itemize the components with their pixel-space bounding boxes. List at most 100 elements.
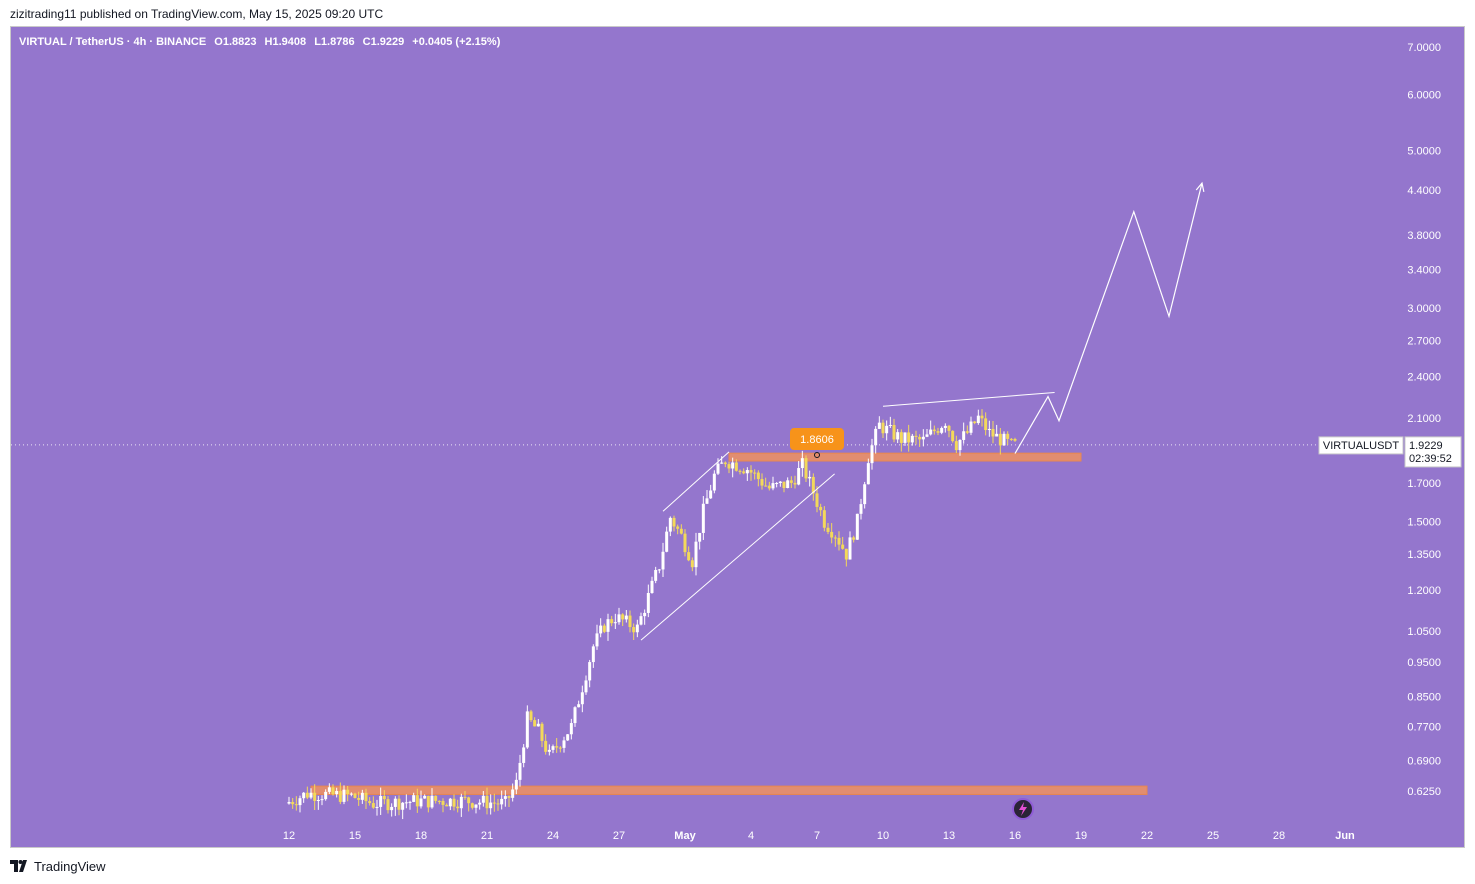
candle-body: [731, 462, 735, 469]
candle-body: [478, 802, 482, 805]
candle-body: [951, 430, 955, 442]
candle-body: [811, 476, 815, 494]
candle-body: [448, 798, 452, 807]
candle-body: [672, 517, 676, 527]
x-tick-label: 18: [415, 830, 427, 842]
support-zone[interactable]: [728, 452, 1082, 462]
candle-body: [676, 526, 680, 529]
candle-body: [995, 433, 999, 437]
candle-body: [522, 747, 526, 763]
candle-body: [885, 425, 889, 434]
candle-body: [467, 797, 471, 804]
candle-body: [874, 428, 878, 446]
footer-brand[interactable]: TradingView: [10, 857, 106, 875]
trend-line[interactable]: [662, 451, 730, 512]
candle-body: [577, 704, 581, 708]
candle-body: [412, 795, 416, 802]
candle-body: [379, 796, 383, 807]
candle-body: [327, 787, 331, 792]
support-zone[interactable]: [310, 785, 1148, 795]
candle-body: [698, 532, 702, 542]
candle-body: [932, 429, 936, 432]
candle-body: [357, 797, 361, 800]
candle-body: [668, 517, 672, 532]
candle-body: [958, 439, 962, 451]
candle-body: [309, 792, 313, 798]
candle-body: [848, 537, 852, 560]
price-marker-badge[interactable]: [790, 428, 844, 451]
candle-body: [742, 471, 746, 474]
y-tick-label: 2.7000: [1407, 335, 1441, 347]
candle-body: [452, 798, 456, 807]
candle-body: [778, 481, 782, 484]
candle-body: [401, 802, 405, 810]
x-tick-label: 25: [1207, 830, 1219, 842]
candle-body: [489, 802, 493, 809]
candle-body: [331, 787, 335, 795]
candle-body: [841, 544, 845, 549]
candle-body: [863, 484, 867, 505]
candle-body: [540, 723, 544, 741]
candle-body: [712, 473, 716, 491]
candle-body: [657, 569, 661, 571]
candle-body: [441, 800, 445, 805]
published-info: zizitrading11 published on TradingView.c…: [10, 7, 384, 21]
candle-body: [925, 434, 929, 437]
candle-body: [580, 692, 584, 705]
candle-body: [745, 470, 749, 474]
x-tick-label: 4: [748, 830, 754, 842]
candle-body: [984, 418, 988, 431]
candle-body: [1002, 433, 1006, 446]
candle-body: [643, 612, 647, 617]
candle-body: [789, 480, 793, 483]
symbol-name[interactable]: VIRTUAL / TetherUS · 4h · BINANCE: [19, 36, 207, 48]
candle-body: [419, 798, 423, 807]
projection-path[interactable]: [1014, 182, 1203, 454]
candle-body: [815, 493, 819, 507]
x-tick-label: 27: [613, 830, 625, 842]
x-tick-label: 22: [1141, 830, 1153, 842]
candle-body: [738, 470, 742, 472]
candle-body: [551, 746, 555, 750]
candle-body: [650, 580, 654, 594]
y-tick-label: 7.0000: [1407, 42, 1441, 54]
candle-body: [298, 798, 302, 806]
candle-body: [826, 527, 830, 532]
chart-pane[interactable]: 7.0000 6.0000 5.0000 4.4000 3.8000 3.4000 3.00…: [10, 26, 1465, 848]
candle-body: [800, 458, 804, 469]
candle-body: [727, 464, 731, 469]
x-tick-label: May: [674, 830, 696, 842]
trend-line[interactable]: [882, 391, 1055, 407]
candle-body: [397, 798, 401, 810]
candle-body: [338, 790, 342, 802]
y-tick-label: 5.0000: [1407, 146, 1441, 158]
candle-body: [349, 793, 353, 795]
last-price-value: 1.9229: [1409, 440, 1443, 452]
candle-body: [1009, 438, 1013, 440]
candle-body: [859, 504, 863, 514]
candle-body: [830, 531, 834, 538]
last-price-box: [1404, 436, 1462, 468]
candle-body: [767, 485, 771, 489]
candle-body: [683, 533, 687, 553]
candle-body: [808, 476, 812, 479]
candle-body: [485, 795, 489, 809]
trend-line[interactable]: [640, 473, 835, 641]
y-tick-label: 0.8500: [1407, 691, 1441, 703]
candle-body: [547, 749, 551, 752]
candle-body: [404, 802, 408, 804]
candle-body: [844, 548, 848, 560]
candle-body: [569, 723, 573, 735]
candle-body: [903, 432, 907, 443]
candle-body: [804, 458, 808, 479]
candle-body: [602, 625, 606, 632]
candle-body: [562, 740, 566, 748]
x-tick-label: 13: [943, 830, 955, 842]
x-tick-label: 15: [349, 830, 361, 842]
candle-body: [324, 791, 328, 800]
ticker-label-box: [1318, 436, 1404, 455]
candle-body: [764, 485, 768, 487]
price-chart[interactable]: 7.0000 6.0000 5.0000 4.4000 3.8000 3.4000 3.00…: [11, 27, 1465, 848]
candle-body: [434, 795, 438, 801]
candle-body: [793, 482, 797, 485]
